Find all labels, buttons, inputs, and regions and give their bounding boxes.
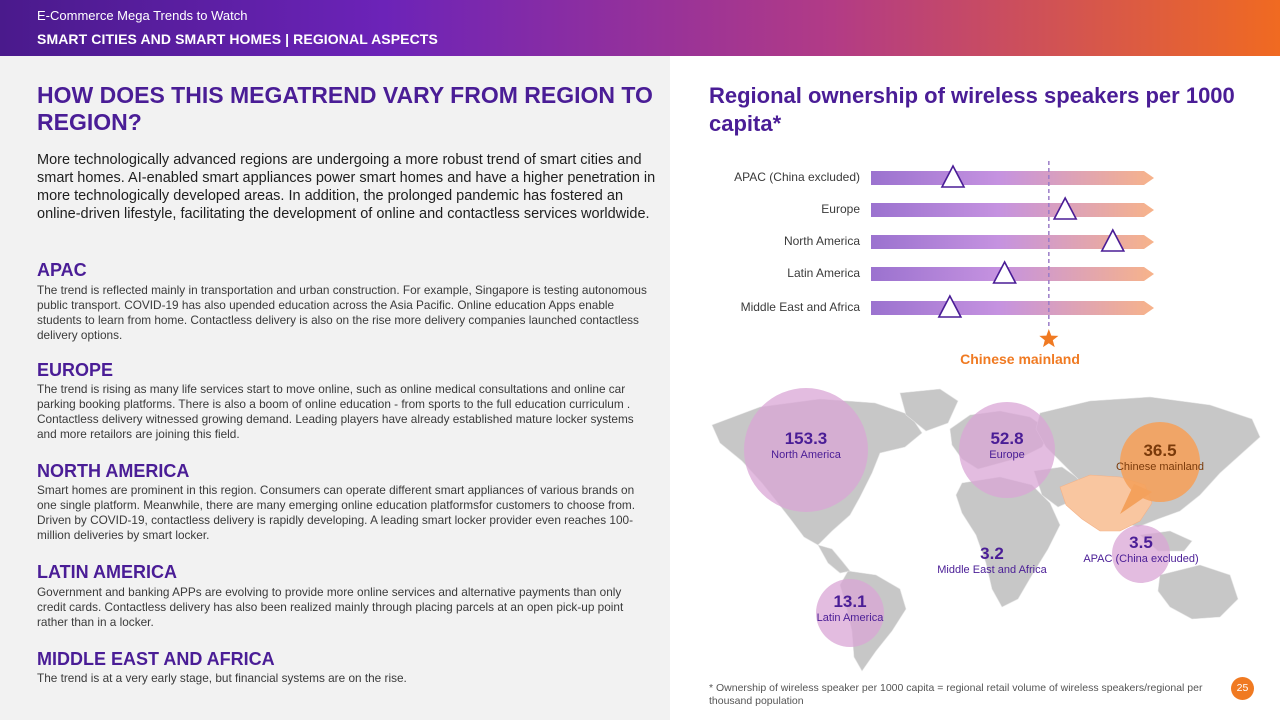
region-heading-latin-america: LATIN AMERICA — [37, 562, 177, 582]
marker-middle-east-and-africa — [937, 294, 963, 318]
bar-middle-east-and-africa — [871, 301, 1154, 315]
region-heading-middle-east-africa: MIDDLE EAST AND AFRICA — [37, 649, 275, 669]
region-text-apac: The trend is reflected mainly in transpo… — [37, 283, 647, 342]
bar-apac-china-excluded — [871, 171, 1154, 185]
page-number: 25 — [1231, 677, 1254, 700]
africa-landmass — [955, 476, 1061, 608]
footnote: * Ownership of wireless speaker per 1000… — [709, 682, 1203, 707]
bar-europe — [871, 203, 1154, 217]
bar-chart — [871, 161, 1154, 348]
marker-apac-china-excluded — [940, 164, 966, 188]
bubble-name-apac-china-excluded: APAC (China excluded) — [1083, 553, 1199, 565]
bubble-value-latin-america: 13.1 — [833, 592, 867, 611]
bubble-value-apac-china-excluded: 3.5 — [1129, 533, 1153, 552]
region-text-north-america: Smart homes are prominent in this region… — [37, 483, 636, 542]
main-question: HOW DOES THIS MEGATREND VARY FROM REGION… — [37, 82, 653, 135]
marker-latin-america — [992, 260, 1017, 284]
region-heading-north-america: NORTH AMERICA — [37, 461, 190, 481]
region-heading-apac: APAC — [37, 260, 87, 280]
bubble-value-europe: 52.8 — [990, 429, 1024, 448]
bubble-latin-america — [816, 579, 884, 647]
bubble-name-latin-america: Latin America — [816, 612, 884, 624]
bubble-name-middle-east-and-africa: Middle East and Africa — [937, 564, 1047, 576]
china-highlight — [1059, 474, 1153, 532]
region-text-middle-east-africa: The trend is at a very early stage, but … — [37, 671, 407, 685]
bar-label-latin-america: Latin America — [787, 266, 860, 280]
bubble-value-chinese-mainland: 36.5 — [1143, 441, 1177, 460]
bar-label-middle-east-and-africa: Middle East and Africa — [740, 300, 860, 314]
intro-paragraph: More technologically advanced regions ar… — [37, 152, 656, 222]
bubble-chinese-mainland — [1120, 422, 1200, 502]
greenland-landmass — [899, 388, 959, 432]
marker-europe — [1052, 196, 1078, 220]
callout-pointer-chinese-mainland — [1120, 484, 1152, 514]
bubble-name-europe: Europe — [989, 449, 1025, 461]
central-america-landmass — [817, 544, 851, 574]
marker-north-america — [1100, 228, 1126, 252]
star-icon — [1039, 329, 1059, 348]
world-map — [711, 388, 1261, 672]
bar-label-europe: Europe — [821, 202, 860, 216]
bubble-north-america — [744, 388, 868, 512]
header-banner: E-Commerce Mega Trends to Watch SMART CI… — [0, 0, 1280, 56]
left-panel: HOW DOES THIS MEGATREND VARY FROM REGION… — [0, 56, 670, 720]
bar-label-north-america: North America — [783, 234, 860, 248]
bar-latin-america — [871, 267, 1154, 281]
region-heading-europe: EUROPE — [37, 360, 114, 380]
bubble-name-chinese-mainland: Chinese mainland — [1115, 461, 1205, 473]
australia-landmass — [1157, 564, 1239, 620]
bubble-value-north-america: 153.3 — [784, 429, 828, 448]
region-text-europe: The trend is rising as many life service… — [37, 382, 634, 441]
bar-label-apac-china-excluded: APAC (China excluded) — [734, 170, 860, 184]
bar-north-america — [871, 235, 1154, 249]
bubble-value-middle-east-and-africa: 3.2 — [980, 544, 1004, 563]
bubble-name-north-america: North America — [771, 449, 841, 461]
region-text-latin-america: Government and banking APPs are evolving… — [37, 585, 624, 629]
bubble-apac-china-excluded — [1112, 525, 1170, 583]
bubble-europe — [959, 402, 1055, 498]
section-title: SMART CITIES AND SMART HOMES | REGIONAL … — [37, 31, 438, 47]
report-title: E-Commerce Mega Trends to Watch — [37, 8, 248, 23]
chart-title: Regional ownership of wireless speakers … — [709, 83, 1235, 136]
chinese-mainland-label: Chinese mainland — [960, 351, 1080, 367]
